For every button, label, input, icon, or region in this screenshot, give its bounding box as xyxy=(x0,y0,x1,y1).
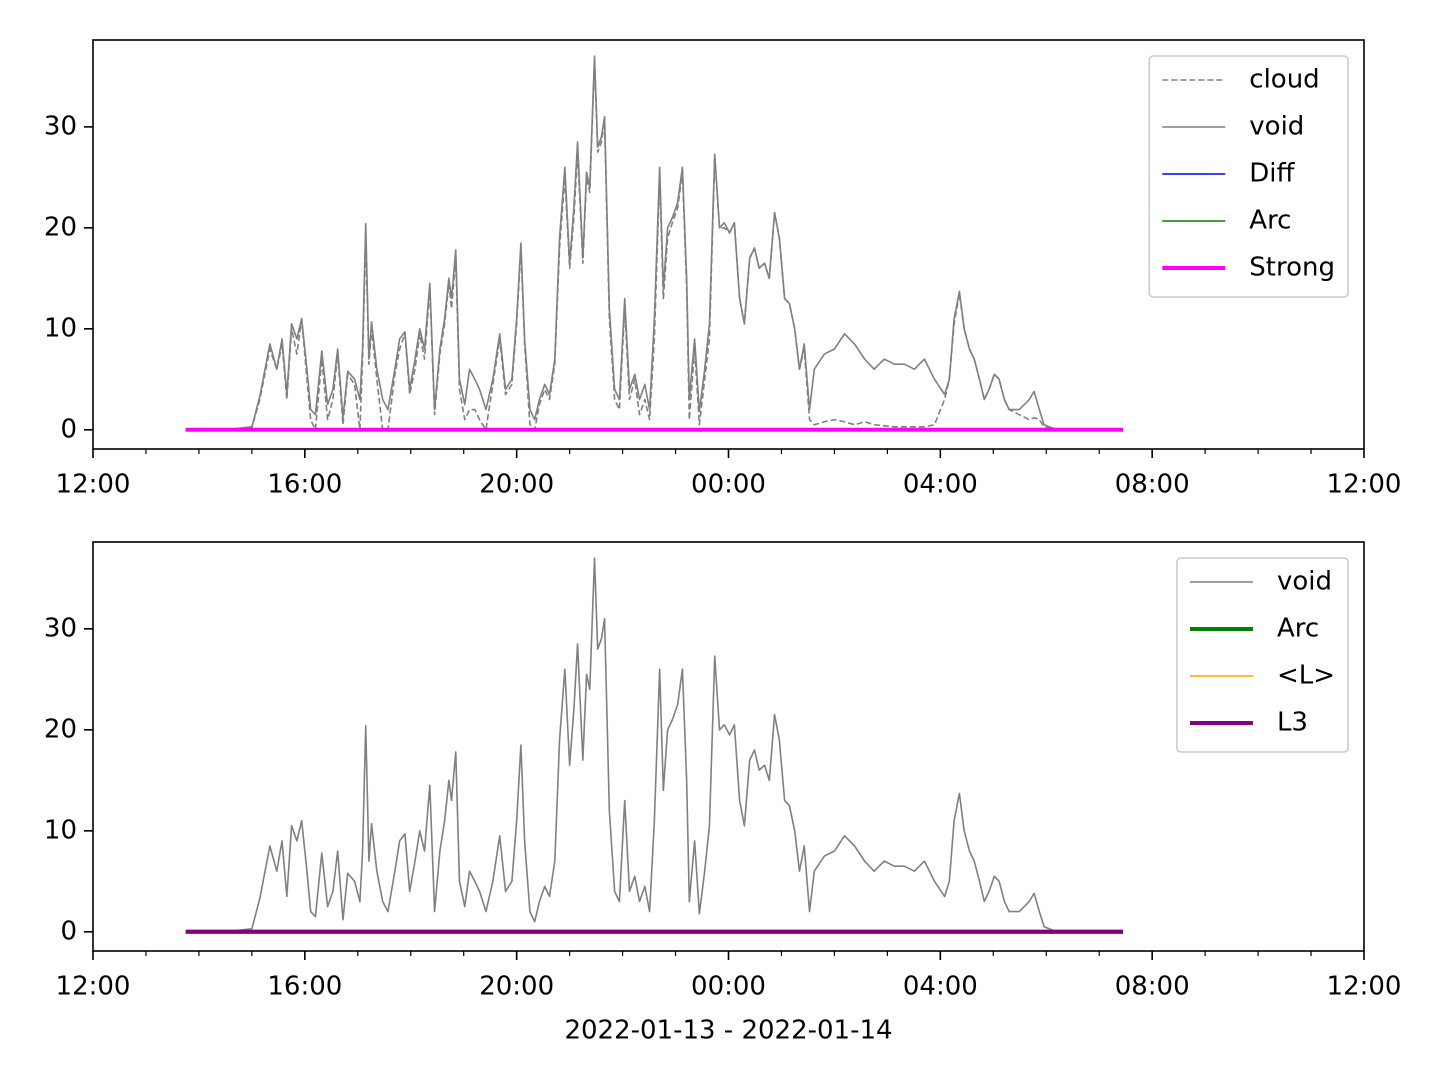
legend-label: void xyxy=(1277,567,1332,597)
x-tick-label: 16:00 xyxy=(267,972,342,1002)
legend-label: L3 xyxy=(1277,708,1308,738)
legend-box xyxy=(1176,557,1349,753)
x-tick-label: 08:00 xyxy=(1115,972,1190,1002)
legend-label: Arc xyxy=(1277,614,1319,644)
y-tick-label: 20 xyxy=(44,714,77,744)
legend-label: Strong xyxy=(1249,253,1335,283)
x-tick-label: 00:00 xyxy=(691,972,766,1002)
legend-label: <L> xyxy=(1277,661,1335,691)
x-tick-label: 20:00 xyxy=(479,972,554,1002)
x-tick-label: 12:00 xyxy=(56,470,131,500)
y-tick-label: 30 xyxy=(44,111,77,141)
x-tick-label: 04:00 xyxy=(903,470,978,500)
x-tick-label: 16:00 xyxy=(267,470,342,500)
axes-frame xyxy=(92,541,1365,952)
y-tick-label: 20 xyxy=(44,212,77,242)
x-tick-label: 12:00 xyxy=(1327,470,1402,500)
legend: cloud void Diff Arc Strong xyxy=(1148,55,1349,298)
data-line xyxy=(185,60,1124,431)
x-tick-label: 12:00 xyxy=(56,972,131,1002)
legend-label: void xyxy=(1249,112,1304,142)
x-tick-label: 08:00 xyxy=(1115,470,1190,500)
x-tick-label: 04:00 xyxy=(903,972,978,1002)
y-tick-label: 10 xyxy=(44,815,77,845)
y-tick-label: 0 xyxy=(60,916,77,946)
x-tick-label: 20:00 xyxy=(479,470,554,500)
legend: void Arc <L> L3 xyxy=(1176,557,1349,753)
y-tick-label: 0 xyxy=(60,414,77,444)
y-tick-label: 30 xyxy=(44,613,77,643)
legend-label: Arc xyxy=(1249,206,1291,236)
legend-label: cloud xyxy=(1249,65,1319,95)
data-line xyxy=(185,55,1124,431)
legend-box xyxy=(1148,55,1349,298)
x-tick-label: 12:00 xyxy=(1327,972,1402,1002)
data-line xyxy=(185,557,1124,933)
legend-label: Diff xyxy=(1249,159,1295,189)
x-axis-label: 2022-01-13 - 2022-01-14 xyxy=(564,1016,892,1046)
x-tick-label: 00:00 xyxy=(691,470,766,500)
y-tick-label: 10 xyxy=(44,313,77,343)
